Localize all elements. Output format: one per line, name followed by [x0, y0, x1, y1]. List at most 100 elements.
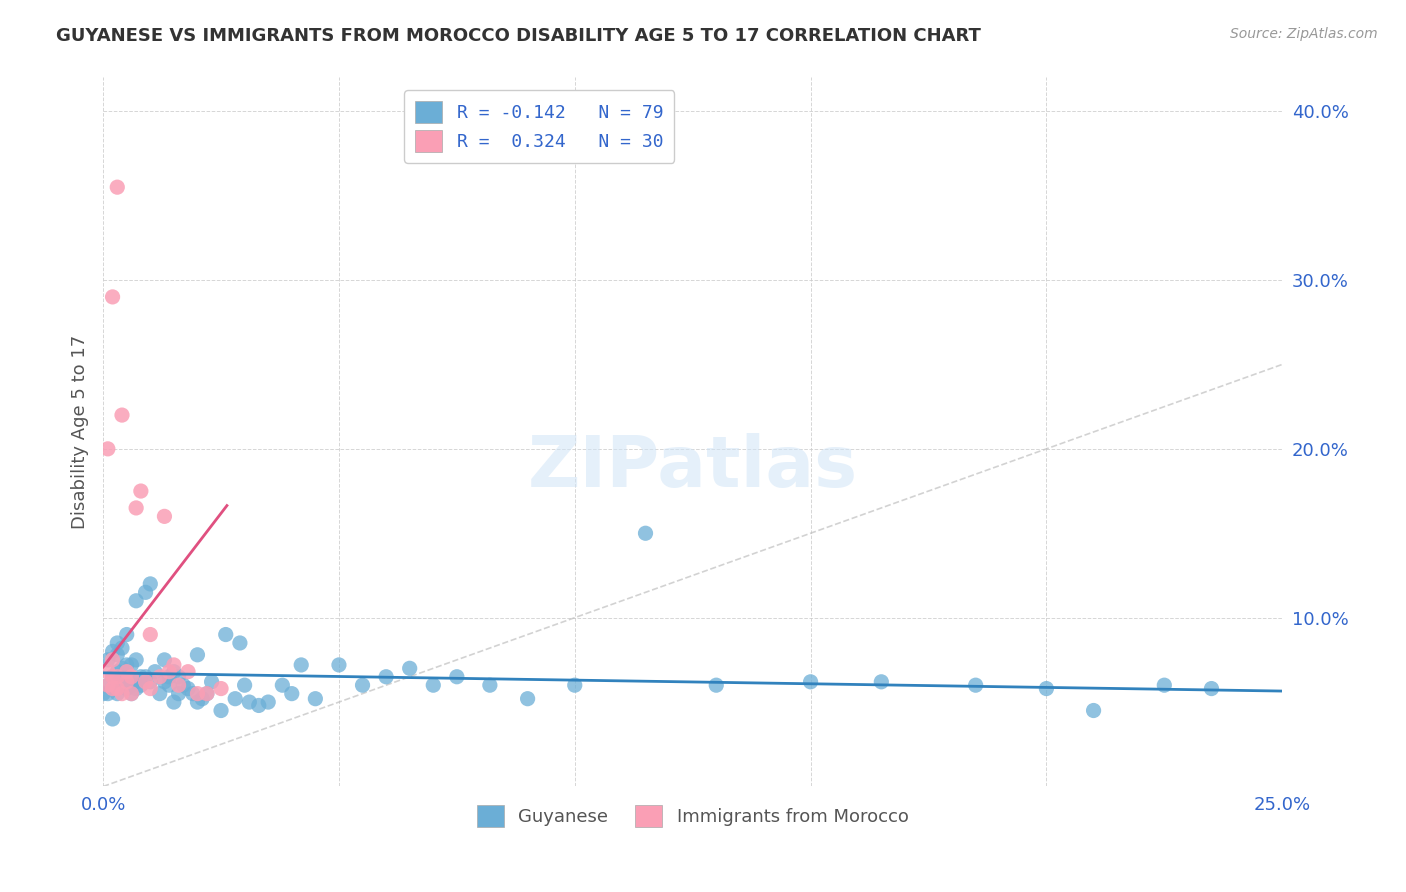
Point — [1035, 681, 1057, 696]
Point — [115, 681, 138, 696]
Point — [186, 695, 208, 709]
Point — [167, 670, 190, 684]
Point — [97, 653, 120, 667]
Point — [125, 674, 148, 689]
Point — [111, 661, 134, 675]
Point — [97, 678, 120, 692]
Point — [153, 509, 176, 524]
Point — [135, 585, 157, 599]
Point — [800, 674, 823, 689]
Point — [352, 678, 374, 692]
Text: GUYANESE VS IMMIGRANTS FROM MOROCCO DISABILITY AGE 5 TO 17 CORRELATION CHART: GUYANESE VS IMMIGRANTS FROM MOROCCO DISA… — [56, 27, 981, 45]
Point — [101, 712, 124, 726]
Point — [105, 687, 128, 701]
Point — [120, 678, 142, 692]
Point — [177, 681, 200, 696]
Point — [271, 678, 294, 692]
Point — [125, 653, 148, 667]
Point — [135, 670, 157, 684]
Point — [167, 687, 190, 701]
Point — [139, 577, 162, 591]
Point — [186, 648, 208, 662]
Point — [229, 636, 252, 650]
Point — [153, 653, 176, 667]
Point — [191, 691, 214, 706]
Point — [129, 484, 152, 499]
Point — [870, 674, 893, 689]
Point — [111, 687, 134, 701]
Point — [281, 687, 304, 701]
Point — [704, 678, 727, 692]
Point — [101, 644, 124, 658]
Legend: Guyanese, Immigrants from Morocco: Guyanese, Immigrants from Morocco — [470, 797, 915, 834]
Point — [375, 670, 398, 684]
Point — [101, 670, 124, 684]
Y-axis label: Disability Age 5 to 17: Disability Age 5 to 17 — [72, 334, 89, 529]
Point — [224, 691, 246, 706]
Point — [172, 678, 194, 692]
Point — [135, 674, 157, 689]
Point — [195, 687, 218, 701]
Text: ZIPatlas: ZIPatlas — [527, 433, 858, 502]
Point — [111, 641, 134, 656]
Point — [163, 665, 186, 679]
Point — [115, 670, 138, 684]
Point — [101, 681, 124, 696]
Point — [120, 687, 142, 701]
Point — [215, 627, 238, 641]
Point — [125, 681, 148, 696]
Point — [186, 687, 208, 701]
Point — [177, 665, 200, 679]
Point — [101, 670, 124, 684]
Point — [157, 670, 180, 684]
Point — [105, 180, 128, 194]
Point — [157, 678, 180, 692]
Point — [139, 681, 162, 696]
Point — [153, 674, 176, 689]
Point — [149, 670, 172, 684]
Point — [115, 674, 138, 689]
Point — [115, 665, 138, 679]
Point — [115, 657, 138, 672]
Point — [233, 678, 256, 692]
Point — [157, 665, 180, 679]
Point — [105, 648, 128, 662]
Point — [97, 678, 120, 692]
Point — [965, 678, 987, 692]
Point — [120, 657, 142, 672]
Point — [201, 674, 224, 689]
Point — [163, 695, 186, 709]
Point — [125, 500, 148, 515]
Point — [238, 695, 260, 709]
Point — [139, 627, 162, 641]
Point — [1201, 681, 1223, 696]
Point — [195, 687, 218, 701]
Point — [125, 594, 148, 608]
Point — [247, 698, 270, 713]
Point — [209, 681, 232, 696]
Point — [101, 653, 124, 667]
Point — [105, 670, 128, 684]
Point — [143, 665, 166, 679]
Point — [97, 665, 120, 679]
Point — [97, 442, 120, 456]
Point — [634, 526, 657, 541]
Text: Source: ZipAtlas.com: Source: ZipAtlas.com — [1230, 27, 1378, 41]
Point — [120, 670, 142, 684]
Point — [181, 687, 204, 701]
Point — [105, 636, 128, 650]
Point — [139, 674, 162, 689]
Point — [209, 704, 232, 718]
Point — [97, 687, 120, 701]
Point — [149, 687, 172, 701]
Point — [129, 670, 152, 684]
Point — [446, 670, 468, 684]
Point — [328, 657, 350, 672]
Point — [163, 657, 186, 672]
Point — [398, 661, 420, 675]
Point — [564, 678, 586, 692]
Point — [120, 687, 142, 701]
Point — [1083, 704, 1105, 718]
Point — [304, 691, 326, 706]
Point — [111, 678, 134, 692]
